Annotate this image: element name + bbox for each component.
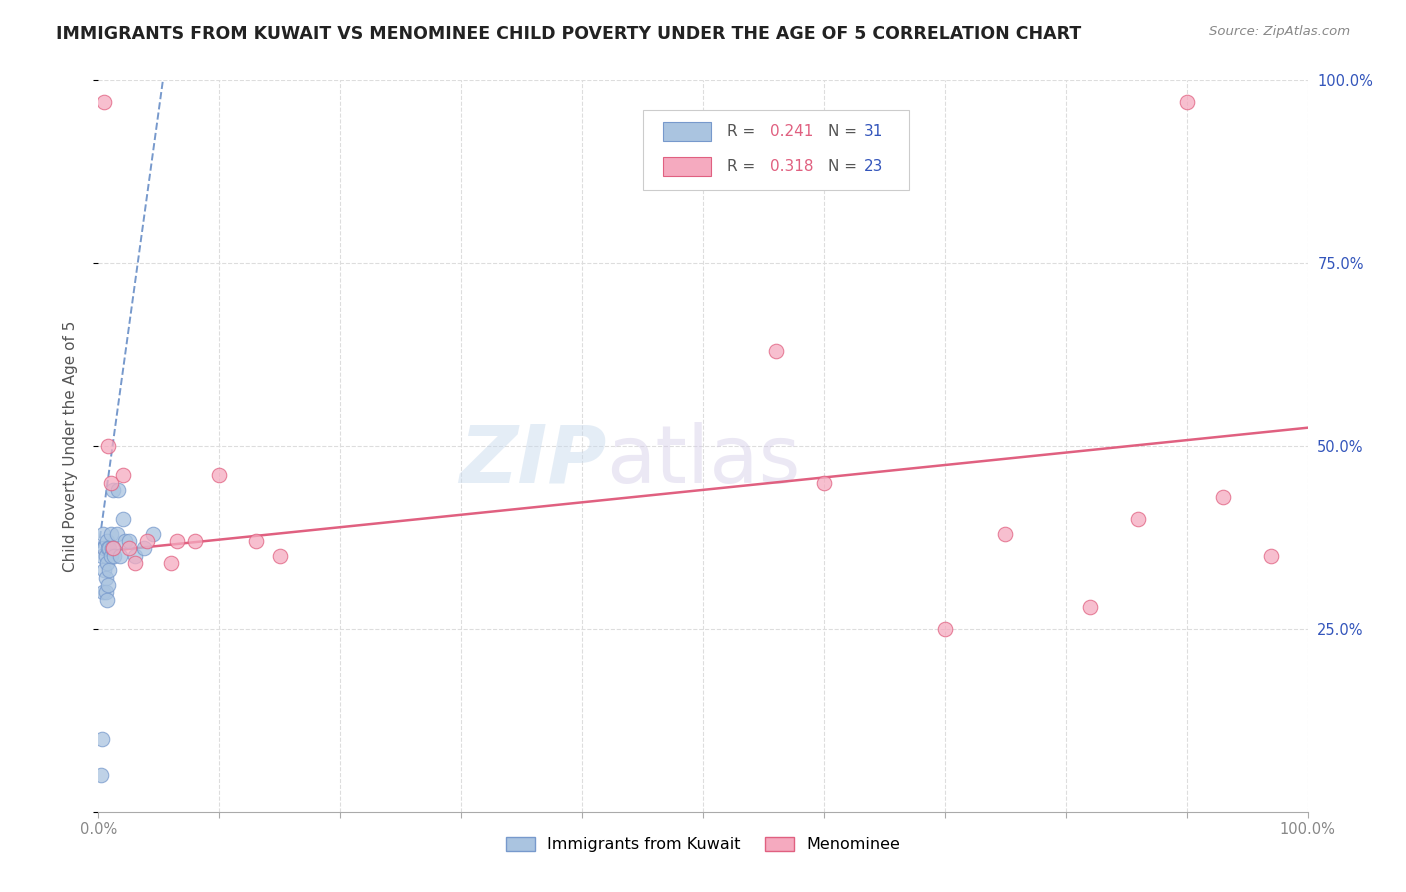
Point — [97, 578, 120, 592]
Point — [269, 549, 291, 563]
Point — [111, 468, 134, 483]
Point — [94, 549, 117, 563]
Text: IMMIGRANTS FROM KUWAIT VS MENOMINEE CHILD POVERTY UNDER THE AGE OF 5 CORRELATION: IMMIGRANTS FROM KUWAIT VS MENOMINEE CHIL… — [56, 25, 1081, 43]
Point — [94, 571, 117, 585]
Text: R =: R = — [727, 124, 761, 139]
Point — [245, 534, 267, 549]
Point — [114, 534, 136, 549]
Text: 0.241: 0.241 — [769, 124, 813, 139]
Text: atlas: atlas — [606, 422, 800, 500]
Point — [98, 541, 121, 556]
Point — [994, 526, 1017, 541]
Point — [93, 95, 115, 110]
Point — [765, 343, 787, 358]
Text: R =: R = — [727, 159, 761, 174]
Text: 23: 23 — [863, 159, 883, 174]
Point — [91, 585, 114, 599]
Point — [100, 475, 122, 490]
Point — [98, 563, 121, 577]
Point — [101, 483, 124, 497]
Point — [124, 549, 146, 563]
Point — [1260, 549, 1282, 563]
Point — [135, 534, 157, 549]
Point — [142, 526, 165, 541]
Point — [184, 534, 207, 549]
Point — [94, 585, 117, 599]
Point — [1128, 512, 1150, 526]
Point — [90, 768, 112, 782]
Point — [100, 526, 122, 541]
Legend: Immigrants from Kuwait, Menominee: Immigrants from Kuwait, Menominee — [499, 830, 907, 859]
Point — [1078, 599, 1101, 614]
Text: N =: N = — [828, 124, 862, 139]
Y-axis label: Child Poverty Under the Age of 5: Child Poverty Under the Age of 5 — [63, 320, 77, 572]
Point — [96, 556, 118, 570]
Point — [208, 468, 231, 483]
Point — [91, 549, 114, 563]
Point — [103, 549, 125, 563]
Point — [134, 541, 156, 556]
Point — [100, 541, 122, 556]
Point — [111, 512, 134, 526]
Point — [813, 475, 835, 490]
Point — [91, 731, 114, 746]
Point — [1212, 490, 1234, 504]
Bar — [664, 158, 711, 176]
Point — [97, 439, 120, 453]
Text: 0.318: 0.318 — [769, 159, 813, 174]
Text: Source: ZipAtlas.com: Source: ZipAtlas.com — [1209, 25, 1350, 38]
Point — [96, 592, 118, 607]
Point — [108, 549, 131, 563]
Point — [97, 541, 120, 556]
Point — [93, 541, 115, 556]
Point — [934, 622, 956, 636]
FancyBboxPatch shape — [643, 110, 908, 190]
Point — [166, 534, 188, 549]
Point — [101, 541, 124, 556]
Text: N =: N = — [828, 159, 862, 174]
Point — [160, 556, 183, 570]
Point — [93, 563, 115, 577]
Point — [96, 534, 118, 549]
Point — [1175, 95, 1198, 110]
Point — [105, 526, 128, 541]
Point — [91, 526, 114, 541]
Point — [107, 483, 129, 497]
Point — [118, 541, 141, 556]
Text: 31: 31 — [863, 124, 883, 139]
Point — [118, 534, 141, 549]
Bar — [664, 122, 711, 141]
Point — [100, 549, 122, 563]
Point — [124, 556, 146, 570]
Text: ZIP: ZIP — [458, 422, 606, 500]
